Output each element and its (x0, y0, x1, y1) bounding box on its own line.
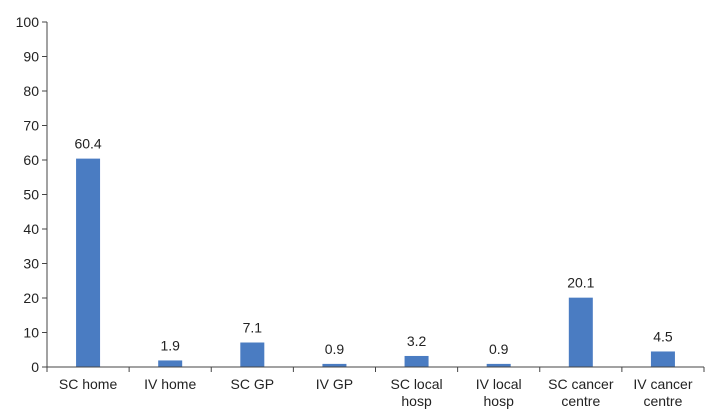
y-tick-label-3: 30 (23, 256, 39, 272)
x-category-label-line: IV local (476, 376, 522, 392)
x-category-label-line: centre (561, 393, 600, 409)
bar-6 (568, 297, 593, 367)
y-tick-label-0: 0 (31, 359, 39, 375)
data-label-6: 20.1 (567, 275, 594, 291)
x-category-label-1: IV home (144, 376, 196, 392)
x-category-label-6: SC cancer centre (548, 376, 614, 409)
data-label-3: 0.9 (325, 341, 345, 357)
bar-5 (486, 363, 511, 367)
bar-0 (76, 158, 101, 367)
x-category-label-7: IV cancer centre (633, 376, 692, 409)
x-category-label-2: SC GP (231, 376, 275, 392)
x-category-label-line: SC home (59, 376, 118, 392)
x-category-label-4: SC local hosp (390, 376, 442, 409)
bar-7 (650, 351, 675, 367)
y-tick-label-8: 80 (23, 83, 39, 99)
x-category-label-line: hosp (484, 393, 515, 409)
data-label-2: 7.1 (243, 320, 263, 336)
y-tick-label-7: 70 (23, 118, 39, 134)
y-tick-label-5: 50 (23, 187, 39, 203)
y-tick-label-9: 90 (23, 49, 39, 65)
data-labels: 60.4 1.9 7.1 0.9 3.2 0.9 20.1 4.5 (74, 136, 672, 357)
y-tick-label-1: 10 (23, 325, 39, 341)
x-category-label-0: SC home (59, 376, 118, 392)
x-category-label-5: IV local hosp (476, 376, 522, 409)
x-category-label-line: IV cancer (633, 376, 692, 392)
x-category-label-line: IV home (144, 376, 196, 392)
bar-1 (158, 360, 183, 367)
y-tick-label-6: 60 (23, 152, 39, 168)
bar-4 (404, 355, 429, 367)
y-tick-label-4: 40 (23, 221, 39, 237)
data-label-5: 0.9 (489, 341, 509, 357)
data-label-4: 3.2 (407, 333, 427, 349)
data-label-7: 4.5 (653, 328, 673, 344)
x-category-label-line: hosp (401, 393, 432, 409)
bar-3 (322, 363, 347, 367)
x-category-label-line: SC local (390, 376, 442, 392)
x-category-label-line: centre (643, 393, 682, 409)
data-label-0: 60.4 (74, 136, 101, 152)
x-category-label-line: SC cancer (548, 376, 614, 392)
bars (76, 158, 675, 367)
x-category-label-3: IV GP (316, 376, 353, 392)
y-tick-label-10: 100 (16, 14, 40, 30)
y-axis-ticks: 0 10 20 30 40 50 60 70 80 90 100 (16, 14, 47, 375)
y-tick-label-2: 20 (23, 290, 39, 306)
bar-2 (240, 342, 265, 367)
x-category-label-line: SC GP (231, 376, 275, 392)
x-category-label-line: IV GP (316, 376, 353, 392)
data-label-1: 1.9 (160, 337, 180, 353)
